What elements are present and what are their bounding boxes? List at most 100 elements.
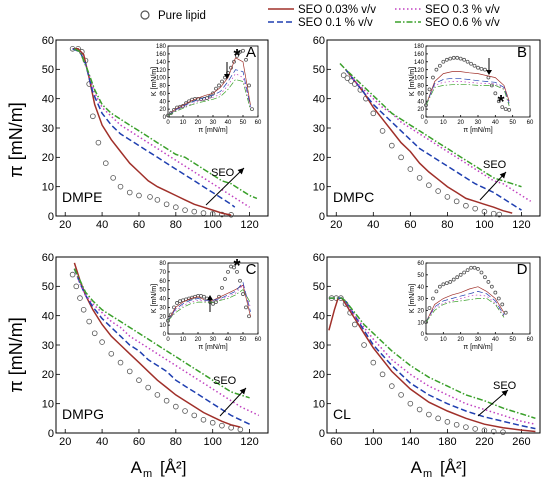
inset-data-point (166, 113, 170, 118)
inset-data-point (493, 91, 498, 96)
data-point (344, 75, 351, 81)
inset-series-pure-lipid (424, 265, 508, 325)
data-point (200, 210, 207, 216)
lipid-label: DMPE (62, 189, 102, 205)
data-point (490, 210, 497, 217)
inset-data-point (479, 270, 484, 275)
data-point (209, 419, 216, 426)
series-line-4 (328, 297, 536, 420)
y-tick-label: 0 (48, 428, 54, 440)
data-point (209, 211, 216, 217)
inset-data-point (465, 59, 470, 64)
inset-y-tick-label: 20 (159, 107, 166, 113)
inset-y-tick-label: 60 (417, 91, 424, 97)
data-point (91, 330, 98, 337)
x-axis-title-main: A (131, 458, 143, 477)
inset-arrow-head (486, 70, 492, 75)
x-tick-label: 20 (59, 436, 71, 448)
y-tick-label: 60 (42, 252, 54, 264)
inset-data-point (503, 107, 508, 112)
inset-x-tick-label: 30 (210, 120, 217, 126)
x-tick-label: 20 (330, 219, 342, 231)
inset-data-point (434, 289, 439, 294)
y-tick-label: 50 (313, 64, 325, 76)
inset-y-tick-label: 40 (159, 99, 166, 105)
inset-x-tick-label: 10 (180, 337, 187, 343)
inset-data-point (238, 278, 242, 283)
x-tick-label: 80 (441, 219, 453, 231)
x-axis-title-unit: [Å²] (160, 458, 186, 477)
inset-data-point (458, 56, 463, 61)
inset-data-point (244, 57, 248, 62)
inset-data-point (214, 86, 218, 91)
inset-data-point (479, 66, 484, 71)
inset-panel-c: 0 10 20 30 40 50 60 0 10 20 30 40 50 60 70 80 π [mN/m] K … (151, 261, 262, 351)
y-tick-label: 0 (319, 428, 325, 440)
legend-entry-seo-03: SEO 0.3 % v/v (395, 4, 500, 16)
data-point (407, 166, 414, 172)
data-point (90, 113, 96, 120)
seo-arrow-line (219, 387, 247, 417)
data-point (379, 128, 386, 134)
y-tick-label: 30 (42, 340, 54, 352)
inset-y-tick-label: 80 (417, 84, 424, 90)
inset-data-point (427, 306, 432, 310)
inset-y-tick-label: 30 (417, 297, 424, 303)
seo-arrow-head (501, 390, 508, 397)
seo-arrow-head (499, 172, 506, 179)
x-tick-label: 100 (204, 219, 222, 231)
inset-y-tick-label: 0 (421, 115, 425, 121)
data-point (416, 406, 423, 413)
inset-series-line-3 (167, 73, 251, 116)
inset-series-line-1 (425, 71, 510, 106)
y-tick-label: 30 (313, 123, 325, 135)
inset-data-point (469, 265, 473, 270)
inset-y-tick-label: 20 (159, 314, 166, 320)
legend-label: Pure lipid (158, 10, 206, 22)
x-axis-title-sub: m (423, 468, 432, 480)
data-point (191, 412, 198, 419)
panel-letter: D (517, 261, 528, 278)
inset-data-point (462, 57, 467, 62)
data-point (490, 428, 497, 435)
legend-label: SEO 0.03% v/v (298, 4, 376, 16)
inset-series-line-2 (167, 69, 251, 116)
data-point (147, 194, 153, 200)
y-axis-title: π [mN/m] (6, 317, 26, 392)
x-tick-label: 100 (204, 436, 222, 448)
data-point (145, 384, 151, 391)
inset-series-line-2 (425, 291, 505, 323)
x-tick-label: 60 (133, 219, 145, 231)
data-point (136, 192, 142, 199)
inset-data-point (437, 63, 442, 68)
star-marker: * (233, 46, 240, 66)
inset-y-tick-label: 80 (159, 84, 166, 90)
inset-data-point (175, 301, 179, 305)
inset-x-tick-label: 60 (527, 337, 534, 343)
y-tick-label: 30 (42, 123, 54, 135)
inset-data-point (458, 272, 463, 277)
inset-panel-d: 0 10 20 30 40 50 60 0 10 20 30 40 50 60 π [mN/m] K [mN/… (409, 261, 534, 351)
lipid-label: CL (333, 406, 351, 422)
legend-label: SEO 0.1 % v/v (298, 17, 373, 29)
y-tick-label: 10 (42, 182, 54, 194)
data-point (126, 368, 133, 375)
data-point (117, 359, 124, 366)
data-point (435, 188, 441, 194)
series-pure-lipid (328, 295, 506, 435)
inset-y-tick-label: 80 (159, 261, 166, 267)
x-tick-label: 180 (438, 436, 456, 448)
star-marker: * (233, 256, 240, 276)
data-point (500, 429, 506, 435)
inset-data-point (451, 55, 456, 60)
inset-data-point (448, 280, 453, 284)
inset-data-point (424, 320, 428, 325)
series-line-3 (74, 48, 251, 208)
series-line-2 (73, 268, 250, 425)
lipid-label: DMPG (62, 406, 104, 422)
inset-data-point (489, 284, 494, 289)
inset-series-line-1 (167, 57, 251, 116)
